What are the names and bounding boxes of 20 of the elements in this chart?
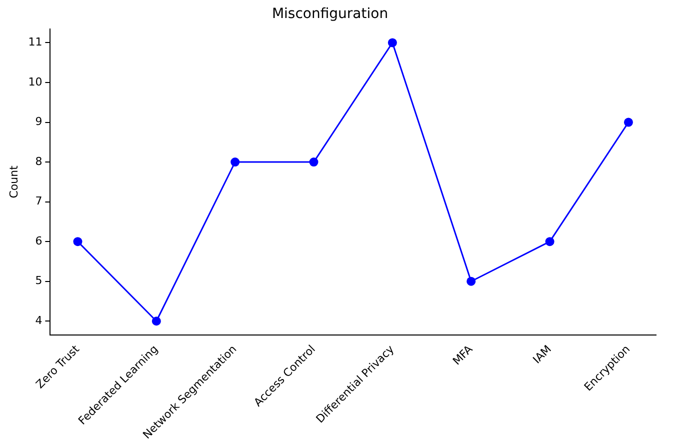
point [466,276,476,286]
x-tick-label: MFA [450,342,476,368]
point [73,237,82,246]
point [545,237,554,246]
y-axis-title: Count [7,164,20,198]
y-tick-label: 9 [35,115,42,128]
y-tick-label: 6 [35,234,42,248]
y-tick-label: 5 [35,274,42,288]
point [624,118,633,127]
y-tick-label: 7 [35,194,42,208]
y-tick-label: 11 [28,36,42,49]
y-tick-label: 8 [35,154,42,168]
y-tick-label: 10 [28,75,42,88]
point [309,158,318,167]
point [152,316,161,326]
chart-title: Misconfiguration [272,6,388,22]
x-tick-label: IAM [530,342,554,366]
point [388,38,397,48]
point [230,158,240,167]
y-tick-label: 4 [35,314,42,327]
